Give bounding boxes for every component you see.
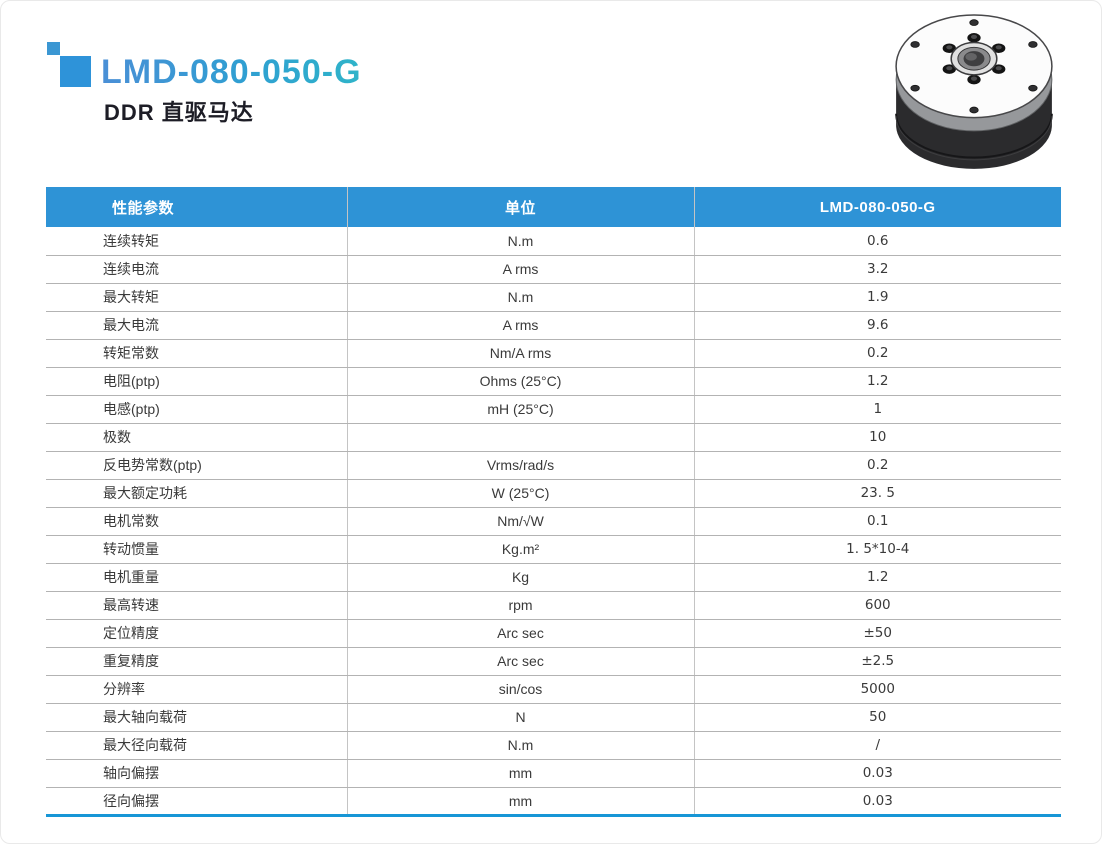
- spec-table: 性能参数 单位 LMD-080-050-G 连续转矩 N.m 0.6 连续电流 A rm…: [46, 187, 1061, 817]
- row-value: 10: [693, 423, 1061, 452]
- product-photo: [879, 5, 1069, 177]
- table-row: 电机重量 Kg 1.2: [46, 563, 1061, 592]
- table-body: 连续转矩 N.m 0.6 连续电流 A rms 3.2 最大转矩 N.m 1.9 最大电流 A rm…: [46, 227, 1061, 817]
- row-value: 5000: [693, 675, 1061, 704]
- row-parameter: 径向偏摆: [46, 787, 347, 817]
- table-row: 最大径向载荷 N.m /: [46, 731, 1061, 760]
- row-parameter: 最大额定功耗: [46, 479, 347, 508]
- table-row: 最大转矩 N.m 1.9: [46, 283, 1061, 312]
- row-value: 0.03: [693, 759, 1061, 788]
- row-unit: A rms: [346, 311, 694, 340]
- row-parameter: 定位精度: [46, 619, 347, 648]
- row-parameter: 转动惯量: [46, 535, 347, 564]
- row-parameter: 连续电流: [46, 255, 347, 284]
- row-parameter: 电感(ptp): [46, 395, 347, 424]
- row-parameter: 分辨率: [46, 675, 347, 704]
- row-unit: Ohms (25°C): [346, 367, 694, 396]
- row-value: 3.2: [693, 255, 1061, 284]
- table-row: 径向偏摆 mm 0.03: [46, 787, 1061, 817]
- row-parameter: 连续转矩: [46, 227, 347, 256]
- table-row: 分辨率 sin/cos 5000: [46, 675, 1061, 704]
- row-parameter: 电机重量: [46, 563, 347, 592]
- row-unit: sin/cos: [346, 675, 694, 704]
- table-row: 极数 10: [46, 423, 1061, 452]
- row-unit: N.m: [346, 227, 694, 256]
- row-value: 0.2: [693, 339, 1061, 368]
- page-subtitle: DDR 直驱马达: [104, 100, 254, 125]
- row-value: ±2.5: [693, 647, 1061, 676]
- column-header-unit: 单位: [346, 187, 694, 227]
- table-row: 转矩常数 Nm/A rms 0.2: [46, 339, 1061, 368]
- row-unit: rpm: [346, 591, 694, 620]
- row-parameter: 电机常数: [46, 507, 347, 536]
- row-value: 0.03: [693, 787, 1061, 817]
- row-unit: Kg: [346, 563, 694, 592]
- row-parameter: 最大电流: [46, 311, 347, 340]
- row-value: 600: [693, 591, 1061, 620]
- row-parameter: 最大径向载荷: [46, 731, 347, 760]
- row-value: 1. 5*10-4: [693, 535, 1061, 564]
- row-unit: A rms: [346, 255, 694, 284]
- row-value: 1.9: [693, 283, 1061, 312]
- row-unit: Arc sec: [346, 647, 694, 676]
- table-row: 最大电流 A rms 9.6: [46, 311, 1061, 340]
- row-value: 0.2: [693, 451, 1061, 480]
- table-row: 电感(ptp) mH (25°C) 1: [46, 395, 1061, 424]
- row-unit: mm: [346, 787, 694, 817]
- row-unit: mH (25°C): [346, 395, 694, 424]
- table-row: 电阻(ptp) Ohms (25°C) 1.2: [46, 367, 1061, 396]
- row-unit: Kg.m²: [346, 535, 694, 564]
- row-parameter: 反电势常数(ptp): [46, 451, 347, 480]
- column-header-model: LMD-080-050-G: [693, 187, 1061, 227]
- row-unit: [346, 423, 694, 452]
- row-unit: N: [346, 703, 694, 732]
- table-row: 定位精度 Arc sec ±50: [46, 619, 1061, 648]
- motor-render-icon: [895, 14, 1053, 169]
- table-row: 连续转矩 N.m 0.6: [46, 227, 1061, 256]
- row-parameter: 重复精度: [46, 647, 347, 676]
- row-unit: Nm/√W: [346, 507, 694, 536]
- row-value: 23. 5: [693, 479, 1061, 508]
- column-header-parameter: 性能参数: [46, 187, 347, 227]
- table-row: 最大轴向载荷 N 50: [46, 703, 1061, 732]
- row-value: 1.2: [693, 367, 1061, 396]
- row-value: 0.6: [693, 227, 1061, 256]
- row-parameter: 最高转速: [46, 591, 347, 620]
- row-unit: N.m: [346, 283, 694, 312]
- row-value: 1.2: [693, 563, 1061, 592]
- table-row: 转动惯量 Kg.m² 1. 5*10-4: [46, 535, 1061, 564]
- row-unit: Arc sec: [346, 619, 694, 648]
- row-parameter: 最大轴向载荷: [46, 703, 347, 732]
- row-value: /: [693, 731, 1061, 760]
- row-value: 50: [693, 703, 1061, 732]
- table-row: 反电势常数(ptp) Vrms/rad/s 0.2: [46, 451, 1061, 480]
- table-row: 最高转速 rpm 600: [46, 591, 1061, 620]
- accent-square-large: [60, 56, 91, 87]
- row-unit: W (25°C): [346, 479, 694, 508]
- row-parameter: 最大转矩: [46, 283, 347, 312]
- row-parameter: 转矩常数: [46, 339, 347, 368]
- table-row: 连续电流 A rms 3.2: [46, 255, 1061, 284]
- table-row: 最大额定功耗 W (25°C) 23. 5: [46, 479, 1061, 508]
- row-value: ±50: [693, 619, 1061, 648]
- row-parameter: 电阻(ptp): [46, 367, 347, 396]
- table-row: 轴向偏摆 mm 0.03: [46, 759, 1061, 788]
- table-header-row: 性能参数 单位 LMD-080-050-G: [46, 187, 1061, 227]
- row-parameter: 极数: [46, 423, 347, 452]
- row-parameter: 轴向偏摆: [46, 759, 347, 788]
- table-row: 重复精度 Arc sec ±2.5: [46, 647, 1061, 676]
- row-unit: Nm/A rms: [346, 339, 694, 368]
- row-unit: mm: [346, 759, 694, 788]
- row-unit: Vrms/rad/s: [346, 451, 694, 480]
- accent-square-small: [47, 42, 60, 55]
- row-value: 0.1: [693, 507, 1061, 536]
- row-value: 9.6: [693, 311, 1061, 340]
- page-title: LMD-080-050-G: [101, 53, 362, 91]
- table-row: 电机常数 Nm/√W 0.1: [46, 507, 1061, 536]
- row-value: 1: [693, 395, 1061, 424]
- row-unit: N.m: [346, 731, 694, 760]
